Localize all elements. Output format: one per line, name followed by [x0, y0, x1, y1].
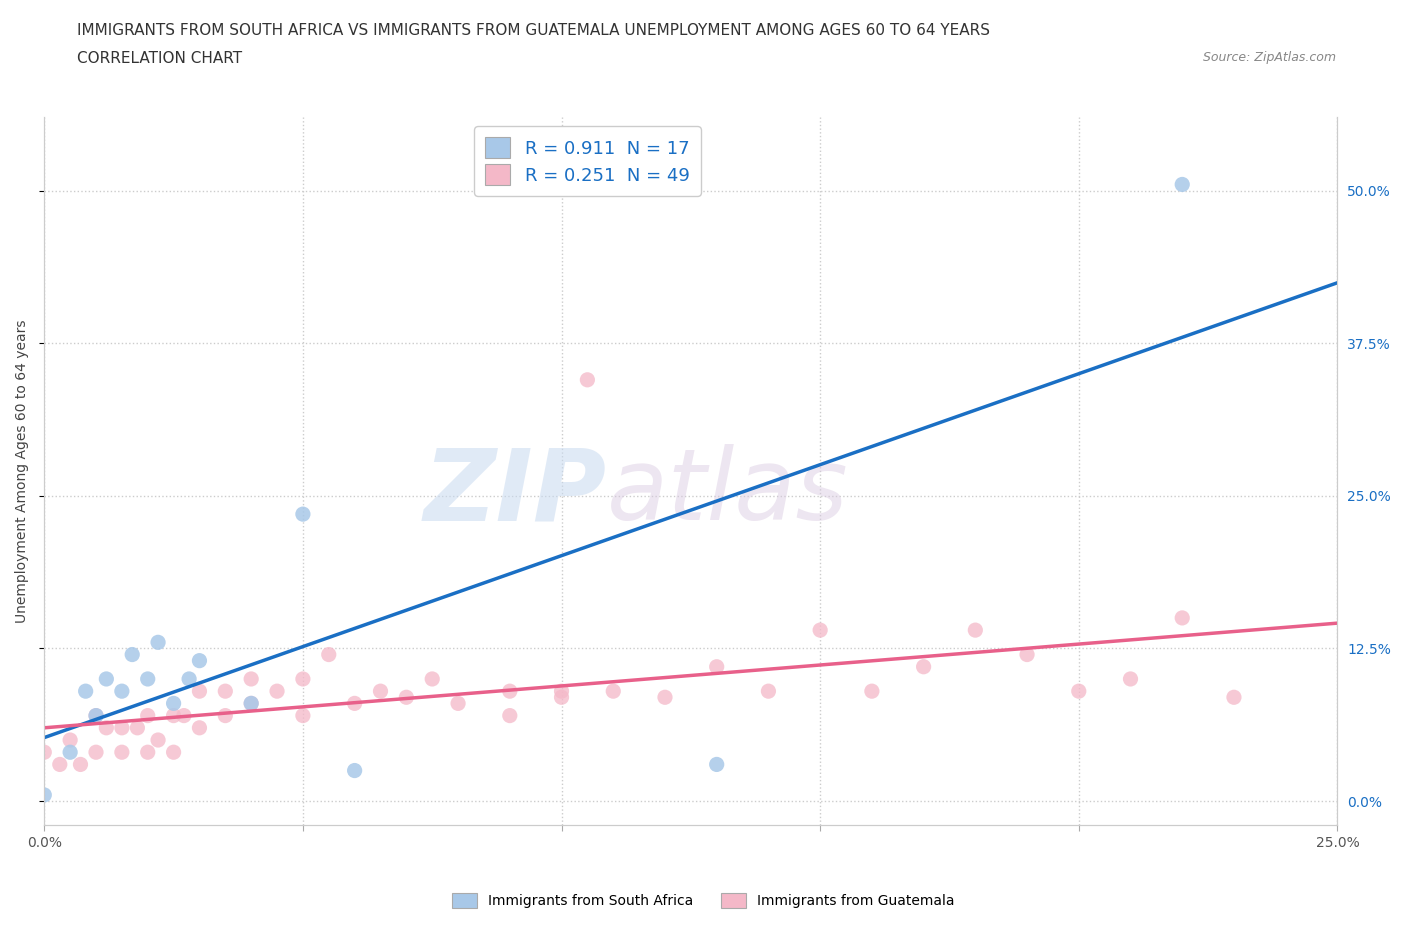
- Point: [75, 684, 97, 698]
- Point: [32, 788, 55, 803]
- Point: [84, 708, 107, 723]
- Point: [179, 671, 201, 686]
- Point: [240, 696, 263, 711]
- Legend: Immigrants from South Africa, Immigrants from Guatemala: Immigrants from South Africa, Immigrants…: [446, 888, 960, 914]
- Point: [706, 659, 728, 674]
- Point: [162, 745, 184, 760]
- Point: [1171, 177, 1194, 192]
- Point: [136, 745, 159, 760]
- Point: [395, 690, 418, 705]
- Point: [343, 764, 366, 778]
- Point: [499, 708, 522, 723]
- Point: [1015, 647, 1038, 662]
- Point: [146, 635, 169, 650]
- Point: [96, 671, 118, 686]
- Point: [912, 659, 935, 674]
- Point: [111, 745, 134, 760]
- Point: [69, 757, 91, 772]
- Point: [758, 684, 780, 698]
- Point: [420, 671, 443, 686]
- Y-axis label: Unemployment Among Ages 60 to 64 years: Unemployment Among Ages 60 to 64 years: [15, 320, 30, 623]
- Point: [173, 708, 195, 723]
- Point: [111, 684, 134, 698]
- Point: [860, 684, 883, 698]
- Point: [49, 757, 72, 772]
- Point: [1171, 610, 1194, 625]
- Point: [602, 684, 624, 698]
- Point: [136, 708, 159, 723]
- Point: [318, 647, 340, 662]
- Point: [1119, 671, 1142, 686]
- Point: [291, 671, 314, 686]
- Point: [214, 708, 236, 723]
- Point: [550, 684, 572, 698]
- Point: [188, 684, 211, 698]
- Point: [447, 696, 470, 711]
- Point: [576, 372, 599, 387]
- Point: [162, 708, 184, 723]
- Point: [188, 721, 211, 736]
- Point: [240, 671, 263, 686]
- Point: [291, 507, 314, 522]
- Text: IMMIGRANTS FROM SOUTH AFRICA VS IMMIGRANTS FROM GUATEMALA UNEMPLOYMENT AMONG AGE: IMMIGRANTS FROM SOUTH AFRICA VS IMMIGRAN…: [77, 23, 990, 38]
- Point: [214, 684, 236, 698]
- Point: [84, 745, 107, 760]
- Point: [291, 708, 314, 723]
- Point: [370, 684, 392, 698]
- Point: [965, 623, 987, 638]
- Point: [343, 696, 366, 711]
- Point: [808, 623, 831, 638]
- Point: [146, 733, 169, 748]
- Text: ZIP: ZIP: [423, 445, 607, 541]
- Point: [96, 721, 118, 736]
- Point: [59, 745, 82, 760]
- Point: [188, 653, 211, 668]
- Text: atlas: atlas: [607, 445, 848, 541]
- Point: [240, 696, 263, 711]
- Point: [1067, 684, 1090, 698]
- Text: CORRELATION CHART: CORRELATION CHART: [77, 51, 242, 66]
- Point: [32, 745, 55, 760]
- Point: [706, 757, 728, 772]
- Point: [127, 721, 149, 736]
- Point: [121, 647, 143, 662]
- Point: [162, 696, 184, 711]
- Point: [550, 690, 572, 705]
- Legend: R = 0.911  N = 17, R = 0.251  N = 49: R = 0.911 N = 17, R = 0.251 N = 49: [474, 126, 700, 196]
- Point: [1223, 690, 1246, 705]
- Point: [266, 684, 288, 698]
- Point: [136, 671, 159, 686]
- Point: [111, 721, 134, 736]
- Point: [654, 690, 676, 705]
- Text: Source: ZipAtlas.com: Source: ZipAtlas.com: [1202, 51, 1336, 64]
- Point: [84, 708, 107, 723]
- Point: [499, 684, 522, 698]
- Point: [59, 733, 82, 748]
